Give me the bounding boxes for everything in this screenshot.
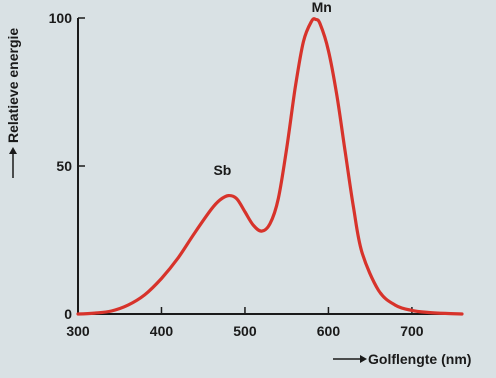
x-axis-label: Golflengte (nm) (368, 351, 471, 367)
x-axis-arrow-head (360, 355, 367, 363)
series-line (76, 17, 464, 316)
y-axis-label: Relatieve energie (5, 28, 21, 143)
labels: Sb Mn Golflengte (nm) Relatieve energie (5, 0, 471, 367)
ticks: 300 400 500 600 700 0 50 100 (49, 10, 424, 339)
x-tick-label: 400 (150, 323, 174, 339)
x-tick-label: 300 (66, 323, 90, 339)
y-tick-label: 50 (56, 158, 72, 174)
y-axis-arrow-head (9, 147, 17, 154)
x-tick-label: 500 (233, 323, 257, 339)
peak-label: Mn (312, 0, 332, 15)
x-tick-label: 700 (400, 323, 424, 339)
series (76, 17, 464, 316)
y-tick-label: 100 (49, 10, 73, 26)
x-tick-label: 600 (317, 323, 341, 339)
y-tick-label: 0 (64, 306, 72, 322)
peak-label: Sb (213, 162, 231, 178)
